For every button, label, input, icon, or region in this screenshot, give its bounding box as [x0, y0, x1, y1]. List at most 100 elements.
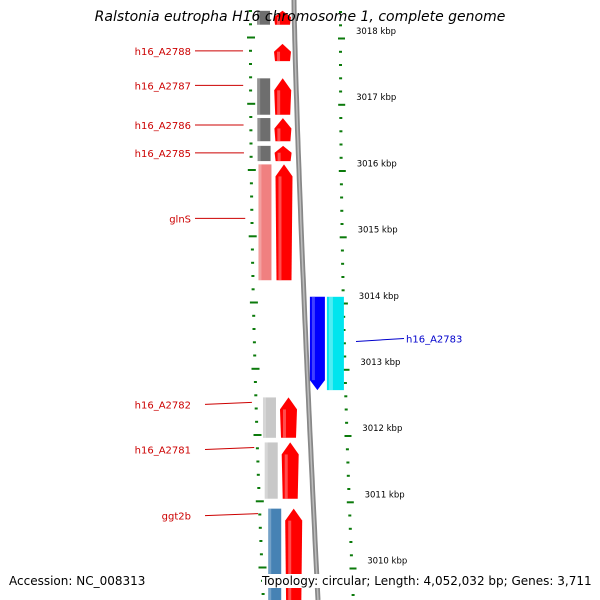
minor-tick	[250, 222, 254, 224]
minor-tick	[340, 223, 344, 225]
minor-tick	[248, 235, 257, 238]
kbp-tick-label: 3013 kbp	[360, 358, 400, 368]
minor-tick	[258, 513, 262, 516]
backbone-layer	[291, 0, 321, 600]
gene-h16_A2783[interactable]	[309, 296, 344, 391]
gene-category-bar	[258, 164, 272, 281]
gene-label[interactable]: h16_A2782	[135, 400, 191, 411]
minor-tick	[342, 368, 350, 371]
gene-h16_A2782[interactable]	[262, 397, 297, 438]
minor-tick	[339, 117, 343, 119]
minor-tick	[344, 395, 348, 398]
minor-tick	[249, 301, 258, 304]
gene-label[interactable]: h16_A2786	[135, 121, 191, 132]
gene-arrow	[274, 78, 292, 115]
minor-tick	[339, 183, 343, 186]
gene-category-bar	[326, 296, 344, 391]
minor-tick	[339, 64, 342, 66]
gene-category-shine	[262, 397, 266, 438]
minor-tick	[343, 382, 347, 384]
kbp-tick-label: 3017 kbp	[356, 93, 396, 103]
gene-arrow	[274, 145, 292, 162]
minor-tick	[343, 355, 347, 358]
minor-tick	[250, 208, 254, 211]
minor-tick	[251, 261, 255, 264]
topology-text: Topology: circular; Length: 4,052,032 bp…	[262, 574, 592, 588]
minor-tick	[251, 288, 255, 291]
minor-tick	[339, 143, 343, 146]
minor-tick	[338, 170, 346, 172]
gene-label[interactable]: h16_A2781	[135, 445, 191, 456]
minor-tick	[344, 408, 348, 411]
gene-arrow-shine	[277, 17, 281, 25]
gene-h16_A2785[interactable]	[257, 145, 292, 162]
gene-h16_A2786[interactable]	[257, 118, 292, 142]
minor-tick	[344, 435, 352, 437]
minor-tick	[345, 421, 349, 424]
gene-unlabeled[interactable]	[257, 10, 291, 25]
minor-tick	[253, 354, 257, 357]
map-title: Ralstonia eutropha H16 chromosome 1, com…	[94, 9, 506, 25]
kbp-scale: 3018 kbp 3017 kbp 3016 kbp 3015 kbp 3014 kbp…	[356, 27, 407, 567]
gene-arrow-shine	[288, 520, 292, 600]
minor-tick	[249, 63, 252, 65]
gene-leader-line	[355, 337, 405, 342]
gene-label[interactable]: h16_A2787	[135, 81, 191, 92]
minor-tick	[339, 24, 342, 27]
kbp-tick-label: 3018 kbp	[356, 27, 396, 37]
minor-tick	[258, 566, 267, 569]
gene-h16_A2787[interactable]	[257, 78, 292, 115]
gene-label[interactable]: glnS	[169, 214, 191, 225]
gene-category-shine	[257, 10, 261, 25]
minor-tick	[258, 526, 262, 529]
minor-tick	[338, 103, 346, 106]
gene-label[interactable]: ggt2b	[162, 512, 191, 523]
minor-tick	[340, 196, 344, 199]
gene-category-shine	[257, 118, 261, 142]
minor-tick	[256, 460, 260, 463]
minor-tick	[257, 487, 261, 489]
gene-label[interactable]: h16_A2783	[406, 334, 462, 345]
minor-tick	[261, 593, 265, 595]
minor-tick	[254, 407, 258, 410]
minor-tick	[249, 116, 253, 118]
gene-category-shine	[264, 442, 268, 499]
minor-tick	[249, 49, 252, 52]
minor-tick	[250, 248, 254, 251]
gene-category-bar	[257, 10, 271, 25]
minor-tick	[346, 474, 350, 477]
gene-label[interactable]: h16_A2788	[135, 47, 191, 58]
minor-tick	[249, 142, 253, 145]
gene-arrow-shine	[284, 454, 288, 499]
minor-tick	[247, 102, 256, 105]
minor-tick	[247, 169, 256, 171]
backbone-highlight	[293, 0, 319, 600]
minor-tick	[254, 394, 258, 397]
gene-arrow	[274, 43, 291, 62]
gene-h16_A2788[interactable]	[274, 43, 291, 62]
minor-tick	[338, 37, 345, 40]
minor-tick	[253, 434, 262, 436]
gene-category-bar	[264, 442, 278, 499]
gene-arrow	[281, 442, 299, 499]
gene-h16_A2781[interactable]	[264, 442, 299, 499]
kbp-tick-label: 3010 kbp	[367, 557, 407, 567]
minor-tick	[256, 473, 260, 476]
minor-tick	[249, 182, 253, 185]
gene-arrow-shine	[278, 176, 282, 281]
minor-tick	[349, 541, 353, 543]
minor-tick	[345, 448, 349, 451]
gene-leader-line	[204, 446, 255, 450]
minor-tick	[348, 514, 352, 517]
gene-category-bar	[257, 118, 271, 142]
kbp-tick-label: 3015 kbp	[358, 226, 398, 236]
minor-tick	[252, 314, 256, 317]
minor-tick	[348, 527, 352, 530]
gene-glnS[interactable]	[258, 164, 293, 281]
minor-tick	[339, 236, 347, 239]
gene-label[interactable]: h16_A2785	[135, 149, 191, 160]
minor-tick	[250, 195, 254, 198]
minor-tick	[339, 11, 342, 13]
gene-category-bar	[257, 78, 271, 115]
